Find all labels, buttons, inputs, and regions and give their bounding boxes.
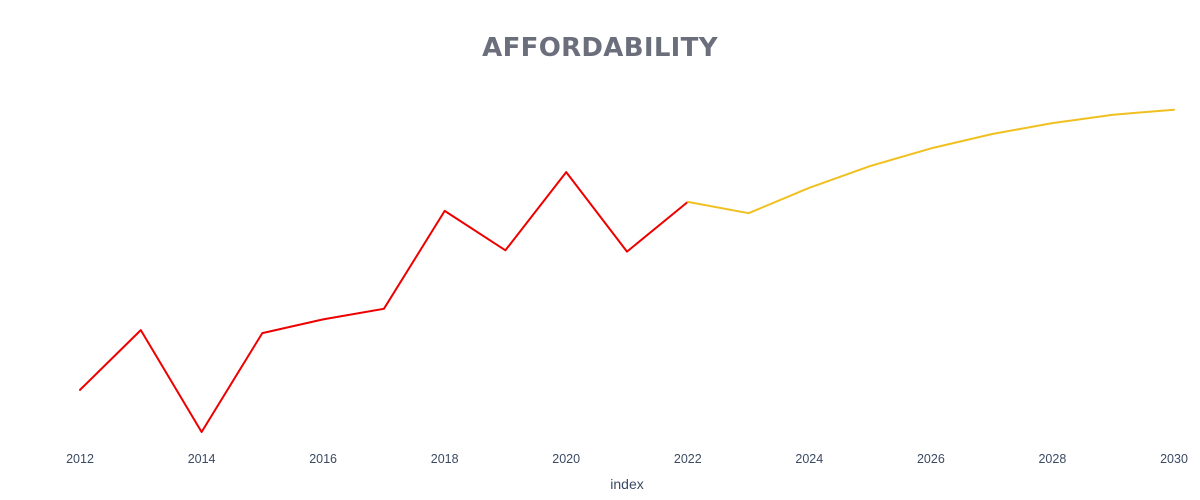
series-line-2	[686, 108, 1175, 215]
series-layer	[79, 108, 1175, 433]
x-tick-label: 2024	[795, 452, 823, 466]
x-tick-label: 2018	[431, 452, 459, 466]
x-tick-label: 2020	[552, 452, 580, 466]
x-tick-label: 2028	[1038, 452, 1066, 466]
x-axis-ticks: 2012 2014 2016 2018 2020 2022 2024 2026 2028 2030	[66, 452, 1188, 466]
x-tick-label: 2022	[674, 452, 702, 466]
x-axis-title: index	[610, 476, 643, 492]
x-tick-label: 2016	[309, 452, 337, 466]
series-line-1	[79, 171, 689, 433]
x-tick-label: 2030	[1160, 452, 1188, 466]
x-tick-label: 2026	[917, 452, 945, 466]
chart-title: AFFORDABILITY	[482, 33, 718, 63]
x-tick-label: 2012	[66, 452, 94, 466]
x-tick-label: 2014	[188, 452, 216, 466]
